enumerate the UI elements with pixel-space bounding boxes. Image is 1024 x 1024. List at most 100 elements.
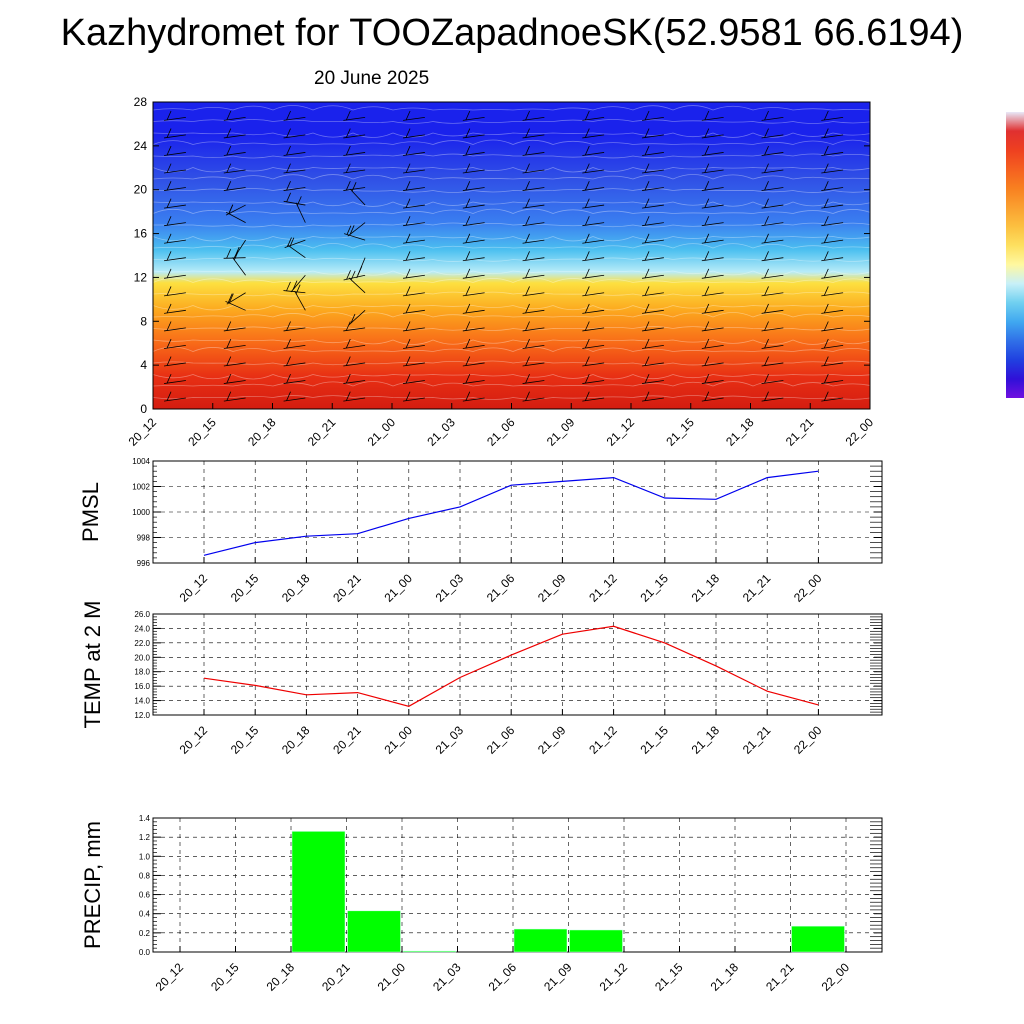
wind-barb	[761, 345, 784, 349]
wind-barb-flag	[525, 251, 530, 261]
wind-barb	[522, 116, 545, 121]
wind-barb-flag	[644, 198, 650, 208]
wind-barb-flag	[465, 181, 471, 191]
wind-barb-flag	[226, 321, 232, 331]
wind-barb	[294, 290, 306, 311]
wind-barb	[642, 397, 664, 402]
wind-barb-flag	[704, 181, 710, 191]
x-tick-label: 21_09	[535, 571, 569, 605]
wind-barb-flag	[405, 303, 411, 314]
contour-line	[153, 105, 870, 111]
wind-barb-flag	[465, 303, 471, 314]
wind-barb-flag	[465, 321, 471, 331]
wind-barb	[462, 327, 485, 332]
wind-barb-flag	[704, 391, 710, 401]
wind-barb-flag	[704, 286, 710, 296]
contour-line	[153, 139, 870, 145]
wind-barb-flag	[345, 338, 351, 349]
wind-barb-flag	[584, 110, 590, 121]
wind-barb	[821, 257, 844, 262]
chart-title: Kazhydromet for TOOZapadnoeSK(52.9581 66…	[60, 12, 964, 54]
x-tick-label: 22_00	[819, 960, 853, 994]
y-tick-label: 0.4	[139, 910, 151, 919]
heatmap-panel: 0 4 8 12 16 20 24 28 20_12 20_15 20_18 20_21 21_00 21…	[126, 95, 877, 449]
wind-barb-flag	[405, 233, 411, 243]
wind-barb-flag	[704, 163, 710, 173]
wind-barb	[403, 116, 425, 121]
wind-barb	[701, 134, 724, 139]
x-tick-label: 21_21	[763, 960, 797, 994]
wind-barb-flag	[823, 181, 829, 191]
precip-bar	[291, 831, 346, 953]
wind-barb-flag	[226, 163, 232, 173]
heatmap-x-tick-label: 22_00	[843, 415, 877, 449]
wind-barb	[821, 362, 844, 367]
x-tick-label: 20_12	[177, 723, 211, 757]
wind-barb	[821, 187, 844, 191]
wind-barb	[761, 327, 784, 332]
wind-barb	[164, 239, 186, 244]
wind-barb-flag	[405, 338, 411, 349]
wind-barb-flag	[525, 373, 530, 384]
wind-barb-flag	[166, 391, 172, 401]
wind-barb-flag	[525, 303, 530, 314]
x-tick-label: 21_21	[740, 571, 774, 605]
wind-barb	[821, 169, 844, 174]
wind-barb	[403, 134, 425, 139]
wind-barb-flag	[704, 268, 710, 279]
wind-barb-flag	[823, 110, 829, 121]
wind-barb-flag	[704, 145, 710, 156]
wind-barb-flag	[704, 338, 710, 349]
wind-barb-flag	[226, 249, 231, 259]
wind-barb	[403, 239, 425, 244]
y-tick-label: 998	[137, 534, 151, 543]
wind-barb	[223, 257, 246, 259]
contour-line	[153, 360, 870, 366]
wind-barb-flag	[584, 303, 590, 314]
wind-barb	[223, 169, 246, 174]
wind-barb-flag	[525, 356, 530, 366]
wind-barb-flag	[226, 391, 232, 401]
wind-barb	[642, 257, 664, 262]
wind-barb-flag	[405, 163, 411, 173]
wind-barb-flag	[823, 338, 829, 349]
wind-barb-flag	[823, 145, 829, 156]
wind-barb	[761, 187, 784, 191]
wind-barb-flag	[226, 356, 232, 366]
contour-line	[153, 153, 870, 159]
heatmap-x-tick-label: 21_21	[783, 415, 817, 449]
wind-barb	[821, 274, 844, 279]
x-tick-label: 21_06	[484, 723, 518, 757]
y-tick-label: 0.0	[139, 948, 151, 957]
wind-barb-flag	[286, 192, 292, 202]
wind-barb	[283, 345, 306, 349]
wind-barb-flag	[465, 128, 471, 138]
heatmap-x-tick-label: 20_15	[185, 415, 219, 449]
wind-barb	[522, 257, 545, 262]
colorbar	[1006, 112, 1024, 398]
wind-barb	[582, 327, 605, 332]
wind-barb-flag	[226, 128, 232, 138]
wind-barb-flag	[525, 391, 530, 401]
wind-barb	[225, 211, 246, 223]
wind-barb	[582, 362, 605, 367]
precip-panel: 0.0 0.2 0.4 0.6 0.8 1.0 1.2 1.4 20_12 20_15 20_18 2…	[80, 814, 883, 994]
heatmap-x-tick-label: 21_15	[663, 415, 697, 449]
wind-barb	[761, 204, 784, 209]
heatmap-x-tick-label: 21_00	[365, 415, 399, 449]
wind-barb-flag	[345, 145, 351, 156]
contour-line	[153, 132, 870, 138]
wind-barb-flag	[166, 338, 172, 349]
wind-barb-flag	[704, 321, 710, 331]
wind-barb-flag	[465, 233, 471, 243]
wind-barb	[582, 345, 605, 349]
wind-barb-flag	[166, 216, 172, 226]
wind-barb-flag	[644, 356, 650, 366]
x-tick-label: 20_21	[330, 571, 364, 605]
wind-barb-flag	[525, 198, 530, 208]
wind-barb-flag	[405, 181, 411, 191]
wind-barb	[582, 222, 605, 227]
x-tick-label: 21_06	[484, 571, 518, 605]
wind-barb	[522, 274, 545, 279]
wind-barb	[164, 362, 186, 367]
